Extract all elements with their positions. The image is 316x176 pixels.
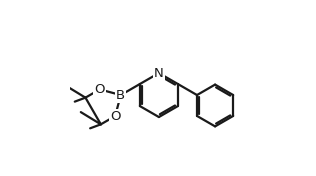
Text: O: O <box>94 83 105 96</box>
Text: N: N <box>154 67 164 80</box>
Text: B: B <box>116 89 125 102</box>
Text: O: O <box>110 110 120 122</box>
